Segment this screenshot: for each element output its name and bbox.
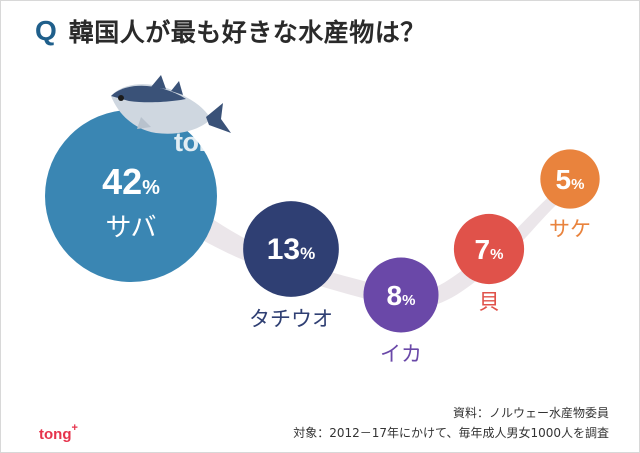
bubble-category-4: 貝 (479, 290, 500, 314)
tong-watermark: tong+ (174, 121, 240, 158)
source-line-1: 資料：ノルウェー水産物委員 (452, 406, 609, 420)
watermark-plus: + (230, 121, 240, 140)
title-row: Q 韓国人が最も好きな水産物は？ (35, 11, 426, 51)
bubble-category-5: サケ (549, 217, 591, 241)
bubble-3 (363, 257, 439, 333)
bubble-value-2: 13% (267, 233, 316, 266)
question-mark-label: Q (35, 15, 57, 46)
page-title: 韓国人が最も好きな水産物は？ (68, 18, 426, 47)
bubble-category-3: イカ (380, 342, 422, 366)
source-note: 資料：ノルウェー水産物委員 対象：2012－17年にかけて、毎年成人男女1000… (293, 403, 609, 443)
connector-ribbon (131, 179, 576, 308)
bubble-category-1: サバ (106, 213, 157, 243)
bubble-value-1: 42% (102, 161, 160, 202)
bubble-4 (453, 213, 525, 285)
source-line-2: 対象：2012－17年にかけて、毎年成人男女1000人を調査 (293, 426, 609, 440)
tong-logo: tong+ (39, 422, 78, 443)
bubble-1 (45, 110, 217, 282)
logo-plus: + (71, 422, 78, 434)
logo-text: tong (39, 426, 72, 443)
bubble-2 (243, 201, 339, 297)
bubble-value-3: 8% (387, 280, 416, 311)
bubble-category-2: タチウオ (249, 307, 333, 331)
mackerel-icon (111, 75, 231, 134)
bubble-value-4: 7% (475, 234, 504, 265)
bubble-5 (540, 149, 600, 209)
watermark-text: tong (174, 127, 231, 157)
bubble-value-5: 5% (556, 164, 585, 195)
